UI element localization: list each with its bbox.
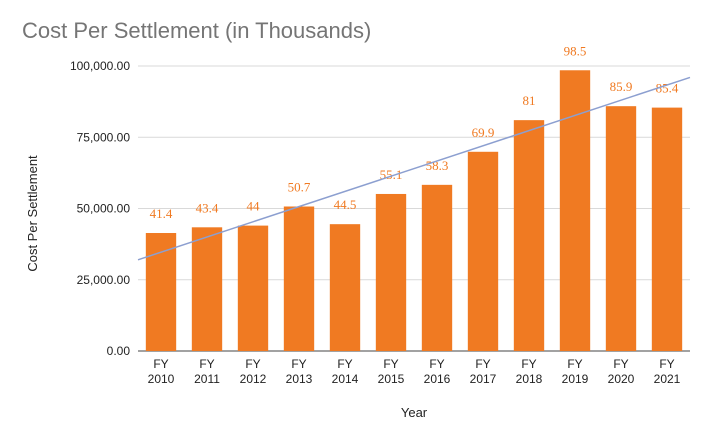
x-tick-label: 2017 (470, 372, 497, 386)
data-label: 44 (247, 199, 261, 214)
data-label: 81 (523, 93, 536, 108)
x-tick-label: FY (429, 357, 444, 371)
x-tick-label: FY (659, 357, 674, 371)
x-tick-label: FY (613, 357, 628, 371)
bar (283, 206, 315, 351)
data-label: 85.9 (610, 79, 633, 94)
y-tick-label: 25,000.00 (77, 273, 131, 287)
bar (513, 120, 545, 352)
bar (605, 106, 637, 351)
x-tick-label: FY (245, 357, 260, 371)
bar (421, 184, 453, 351)
y-tick-label: 75,000.00 (77, 130, 131, 144)
y-tick-label: 100,000.00 (70, 59, 130, 73)
x-tick-label: FY (337, 357, 352, 371)
bar (329, 224, 361, 351)
bar (375, 193, 407, 351)
data-label: 69.9 (472, 125, 495, 140)
x-tick-label: 2016 (424, 372, 451, 386)
x-tick-label: 2018 (516, 372, 543, 386)
bar (559, 70, 591, 352)
chart-title: Cost Per Settlement (in Thousands) (22, 18, 372, 43)
data-label: 98.5 (564, 43, 587, 58)
bar (237, 225, 269, 351)
x-tick-label: 2012 (240, 372, 267, 386)
data-label: 55.1 (380, 167, 403, 182)
x-tick-label: 2021 (654, 372, 681, 386)
data-label: 43.4 (196, 200, 219, 215)
x-tick-label: FY (199, 357, 214, 371)
x-tick-label: 2010 (148, 372, 175, 386)
x-tick-label: FY (475, 357, 490, 371)
x-tick-label: FY (153, 357, 168, 371)
data-label: 58.3 (426, 158, 449, 173)
y-tick-label: 0.00 (107, 344, 131, 358)
x-tick-label: 2014 (332, 372, 359, 386)
data-label: 50.7 (288, 180, 311, 195)
bar (191, 227, 223, 351)
data-label: 44.5 (334, 197, 357, 212)
x-tick-label: FY (567, 357, 582, 371)
x-tick-label: 2020 (608, 372, 635, 386)
bar (467, 151, 499, 351)
x-tick-label: 2015 (378, 372, 405, 386)
x-tick-label: 2011 (194, 372, 220, 386)
x-axis-title: Year (401, 405, 428, 420)
x-tick-label: FY (521, 357, 536, 371)
trendline (137, 76, 691, 261)
x-tick-label: 2013 (286, 372, 313, 386)
y-tick-label: 50,000.00 (77, 202, 131, 216)
x-tick-label: FY (291, 357, 306, 371)
x-tick-label: 2019 (562, 372, 589, 386)
bar (651, 107, 683, 351)
data-label: 85.4 (656, 81, 679, 96)
bar (145, 233, 177, 351)
data-label: 41.4 (150, 206, 173, 221)
x-tick-label: FY (383, 357, 398, 371)
y-axis-title: Cost Per Settlement (25, 155, 40, 272)
